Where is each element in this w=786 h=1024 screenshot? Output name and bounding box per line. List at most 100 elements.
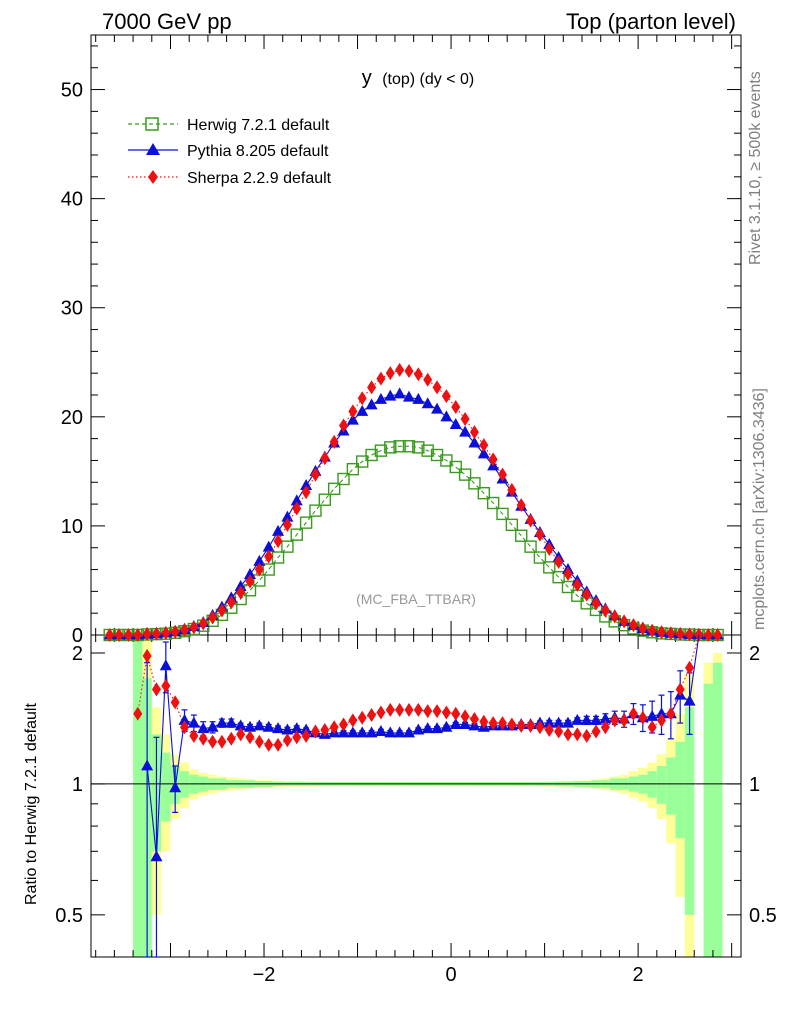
- ratio-sherpa-point: [638, 710, 648, 725]
- ratio-ylabel: Ratio to Herwig 7.2.1 default: [23, 703, 40, 905]
- series-0-point: [543, 561, 556, 574]
- band-green: [675, 741, 685, 839]
- series-1-point: [356, 404, 369, 416]
- ratio-sherpa-point: [170, 695, 180, 710]
- series-0-point: [477, 486, 491, 500]
- ratio-pythia-point: [281, 723, 294, 735]
- series-2-point: [161, 625, 171, 640]
- ratio-sherpa-point: [685, 660, 695, 675]
- series-0-point: [356, 455, 369, 468]
- series-2-point: [451, 400, 461, 414]
- series-2-point: [198, 616, 208, 631]
- series-2-point: [329, 434, 339, 449]
- series-2-point: [376, 371, 386, 386]
- ratio-sherpa-point: [498, 716, 508, 731]
- series-1-point: [412, 392, 425, 404]
- xtick-label: −2: [253, 964, 276, 986]
- ratio-sherpa-point: [591, 724, 601, 739]
- series-2-point: [357, 391, 367, 406]
- main-ytick-label: 0: [72, 625, 83, 647]
- ratio-sherpa-point: [226, 731, 236, 746]
- series-2-point: [189, 620, 199, 635]
- series-1-point: [449, 417, 462, 429]
- ratio-sherpa-point: [563, 727, 573, 742]
- series-2-point: [254, 562, 264, 577]
- ratio-sherpa-point: [180, 720, 190, 735]
- main-ytick-label: 30: [61, 298, 83, 320]
- plot-title-sub: (top) (dy < 0): [382, 71, 474, 88]
- ratio-pythia-point: [599, 712, 612, 724]
- series-0-point: [290, 528, 303, 541]
- ratio-ytick-label-right: 2: [749, 643, 760, 665]
- ratio-pythia-point: [169, 781, 182, 793]
- series-0-point: [299, 516, 313, 529]
- series-2-point: [404, 364, 414, 378]
- series-2-point: [264, 549, 274, 564]
- series-1-point: [346, 413, 359, 425]
- ratio-sherpa-point: [292, 730, 302, 745]
- series-2-point: [292, 501, 302, 516]
- ratio-pythia-point: [253, 719, 266, 731]
- series-2-point: [320, 451, 330, 466]
- ratio-sherpa-point: [413, 702, 423, 717]
- ratio-ytick-label-right: 0.5: [749, 905, 777, 927]
- series-1-point: [374, 392, 387, 404]
- series-0-point: [346, 462, 360, 476]
- series-0-point: [486, 496, 500, 510]
- series-2-point: [591, 596, 601, 611]
- series-2-point: [713, 628, 723, 642]
- legend-entry-herwig: Herwig 7.2.1 default: [128, 117, 330, 134]
- ratio-pythia-point: [159, 659, 172, 671]
- band-green: [712, 662, 723, 957]
- ratio-sherpa-point: [320, 723, 330, 738]
- ratio-ytick-label: 2: [72, 643, 83, 665]
- ratio-sherpa-point: [367, 708, 377, 723]
- series-2-point: [526, 513, 536, 528]
- ratio-sherpa-point: [357, 710, 367, 725]
- series-2-point: [133, 628, 143, 642]
- ratio-sherpa-point: [554, 724, 564, 739]
- series-2-point: [208, 610, 218, 625]
- analysis-label: (MC_FBA_TTBAR): [356, 591, 476, 607]
- ratio-pythia-point: [215, 716, 228, 728]
- band-green: [684, 707, 695, 915]
- ratio-sherpa-point: [610, 713, 620, 728]
- series-2-point: [114, 628, 124, 642]
- series-2-point: [628, 618, 638, 633]
- ratio-sherpa-point: [657, 713, 667, 728]
- series-2-point: [479, 438, 489, 453]
- ratio-pythia-point: [384, 726, 397, 738]
- series-1-point: [262, 540, 275, 552]
- ratio-pythia-point: [374, 724, 387, 736]
- series-0-point: [337, 472, 350, 486]
- series-2-point: [666, 626, 676, 641]
- legend-herwig-marker: [145, 117, 159, 131]
- ratio-sherpa-point: [217, 734, 227, 749]
- series-2-point: [554, 554, 564, 569]
- legend-herwig-label: Herwig 7.2.1 default: [187, 117, 330, 134]
- ratio-pythia-point: [206, 720, 219, 732]
- series-1-point: [272, 524, 285, 536]
- ratio-pythia-point: [683, 694, 696, 706]
- legend-entry-pythia: Pythia 8.205 default: [128, 143, 329, 160]
- series-2-point: [694, 627, 704, 642]
- ratio-pythia-point: [561, 716, 574, 728]
- plot-title: y (top) (dy < 0): [362, 67, 474, 89]
- series-0-point: [327, 482, 341, 496]
- ratio-sherpa-point: [600, 720, 610, 735]
- ratio-sherpa-point: [395, 702, 405, 717]
- series-1-point: [431, 402, 444, 414]
- ratio-sherpa-point: [310, 724, 320, 739]
- xtick-label: 0: [446, 964, 457, 986]
- legend-pythia-label: Pythia 8.205 default: [187, 143, 329, 160]
- series-0-point: [515, 529, 528, 542]
- series-0-point: [561, 580, 575, 594]
- ratio-pythia-point: [234, 719, 247, 731]
- ratio-pythia-point: [421, 722, 434, 734]
- ratio-pythia-point: [543, 716, 556, 728]
- series-1-point: [393, 387, 406, 399]
- series-2-point: [441, 389, 451, 404]
- series-2-point: [123, 628, 133, 642]
- main-ytick-label: 20: [61, 407, 83, 429]
